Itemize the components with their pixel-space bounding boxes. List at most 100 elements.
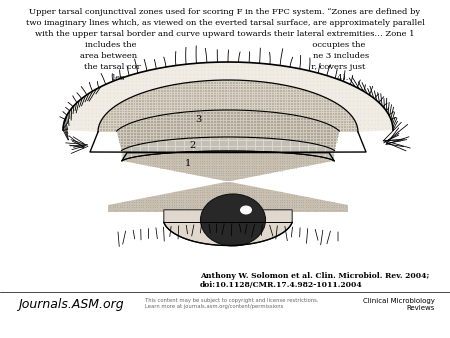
Point [311,202,319,208]
Point [241,190,248,195]
Point [212,89,219,94]
Point [273,98,280,104]
Point [201,103,208,109]
Point [116,127,123,132]
Point [204,118,212,123]
Point [195,97,202,102]
Point [170,151,177,156]
Point [297,139,304,144]
Point [256,105,263,110]
Point [306,152,313,158]
Point [283,138,290,143]
Point [313,118,320,123]
Point [327,131,334,137]
Point [292,143,300,148]
Point [268,98,275,104]
Point [189,116,196,122]
Point [294,130,302,135]
Point [243,138,250,143]
Point [147,130,154,135]
Polygon shape [122,137,334,161]
Point [209,102,216,107]
Point [257,202,265,208]
Point [110,79,117,84]
Point [232,84,239,89]
Point [174,146,181,151]
Point [315,118,323,123]
Point [331,123,338,128]
Point [328,127,336,132]
Point [261,108,268,114]
Point [114,87,121,92]
Point [265,124,272,129]
Point [236,204,243,210]
Point [283,155,290,161]
Point [147,155,154,161]
Point [301,143,308,148]
Point [202,148,210,154]
Point [319,113,326,118]
Point [276,190,284,195]
Point [175,155,182,161]
Point [181,115,189,120]
Point [315,98,323,104]
Point [274,148,281,154]
Point [181,148,188,154]
Point [117,128,125,134]
Point [303,144,310,149]
Point [286,145,293,150]
Point [185,102,193,107]
Point [303,127,310,132]
Point [232,79,239,84]
Point [295,199,302,205]
Point [297,202,305,208]
Point [187,102,194,107]
Point [210,141,217,147]
Point [155,145,162,150]
Point [199,141,206,147]
Point [178,140,185,146]
Point [197,63,204,69]
Point [129,145,136,150]
Point [104,115,111,120]
Point [170,92,177,97]
Point [316,125,323,131]
Point [197,131,204,137]
Point [274,141,282,147]
Point [345,128,352,133]
Point [326,98,333,104]
Point [310,150,317,155]
Point [189,138,196,143]
Point [161,153,168,159]
Point [113,120,121,125]
Point [199,121,206,126]
Point [126,145,133,150]
Point [274,138,281,143]
Point [254,124,261,129]
Point [249,112,256,117]
Point [283,121,290,126]
Point [296,141,303,147]
Point [185,94,193,99]
Point [146,98,153,104]
Point [226,147,233,153]
Point [288,195,295,200]
Point [114,98,121,103]
Point [302,148,309,154]
Point [245,139,252,144]
Point [201,145,208,150]
Point [212,145,219,150]
Point [171,95,178,101]
Point [271,127,279,132]
Point [285,102,292,107]
Point [160,115,167,120]
Point [162,87,169,93]
Point [306,139,313,144]
Point [252,131,259,137]
Point [242,86,249,91]
Point [146,137,153,143]
Point [310,151,318,156]
Point [164,145,171,150]
Point [158,141,165,147]
Point [142,207,149,212]
